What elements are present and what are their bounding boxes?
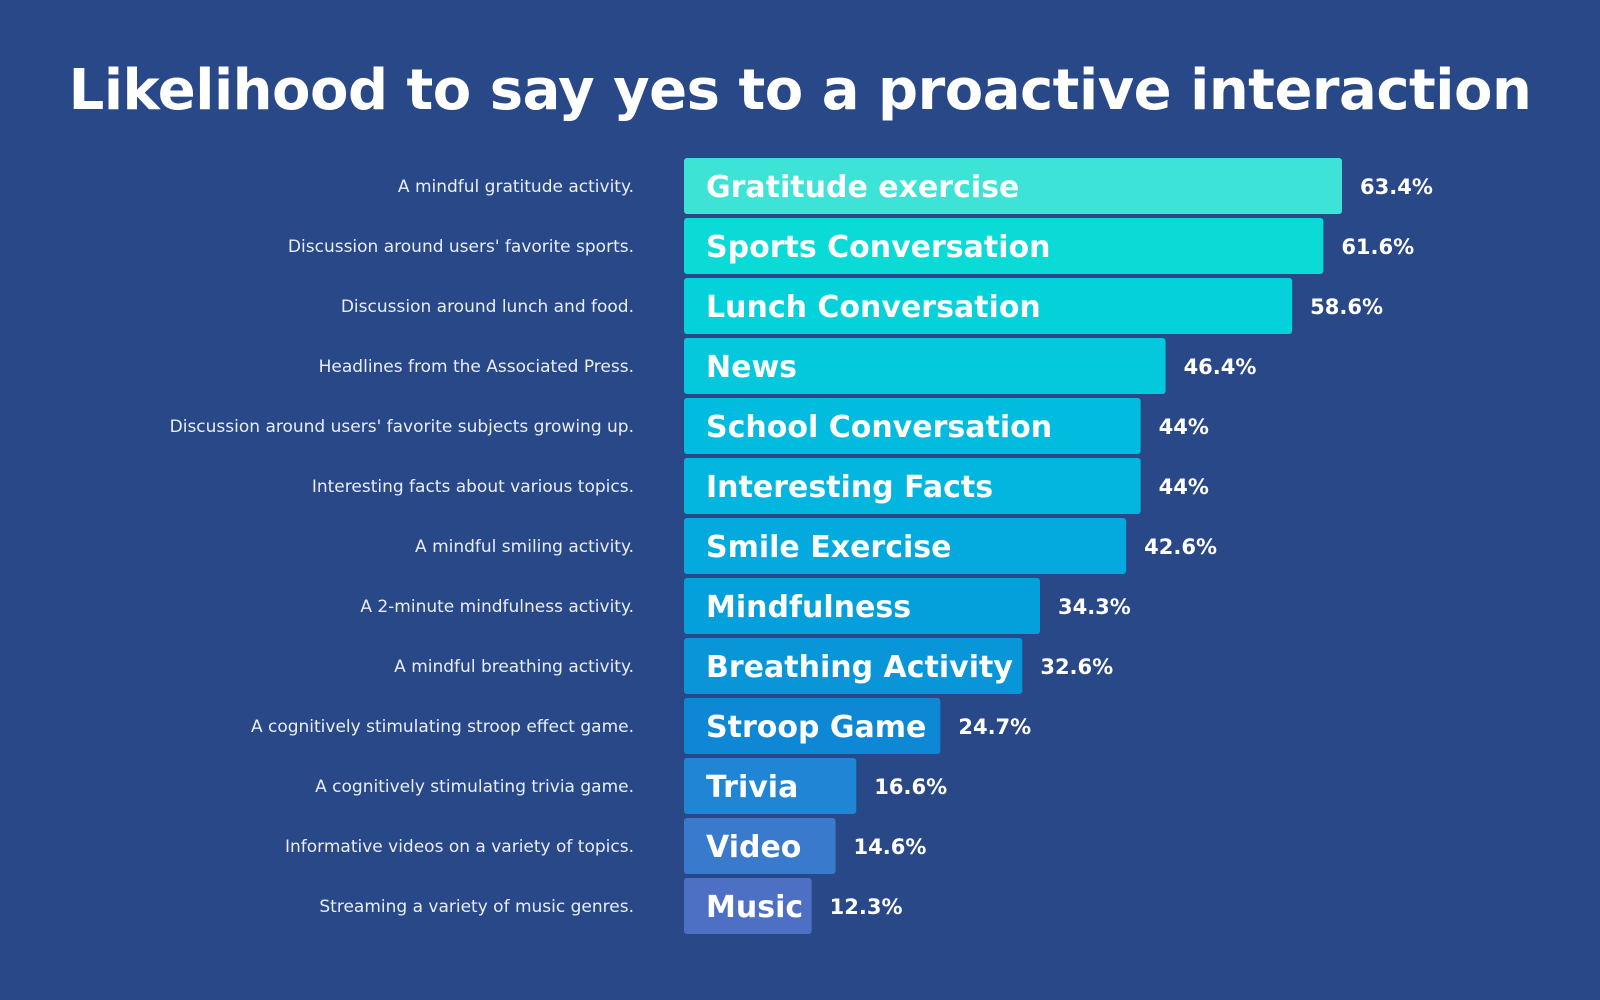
bar: [684, 698, 941, 754]
bar: [684, 818, 836, 874]
bar: [684, 758, 857, 814]
bar-value-label: 58.6%: [1310, 295, 1383, 319]
bar: [684, 638, 1023, 694]
category-description: Discussion around users' favorite subjec…: [170, 417, 634, 437]
chart-title: Likelihood to say yes to a proactive int…: [68, 58, 1532, 123]
bar: [684, 218, 1324, 274]
category-description: A mindful smiling activity.: [415, 537, 634, 557]
bar-value-label: 42.6%: [1144, 535, 1217, 559]
bar-category-label: Lunch Conversation: [706, 290, 1041, 325]
category-description: A mindful gratitude activity.: [398, 177, 634, 197]
category-description: Discussion around users' favorite sports…: [288, 237, 634, 257]
bar-category-label: Gratitude exercise: [706, 170, 1019, 205]
bar-category-label: Interesting Facts: [706, 470, 993, 505]
category-description: A 2-minute mindfulness activity.: [360, 597, 634, 617]
bar-value-label: 16.6%: [874, 775, 947, 799]
bar: [684, 338, 1166, 394]
category-description: Discussion around lunch and food.: [341, 297, 634, 317]
category-description: Interesting facts about various topics.: [312, 477, 634, 497]
bar-category-label: News: [706, 350, 797, 385]
bar-category-label: Stroop Game: [706, 710, 926, 745]
bar-value-label: 44%: [1159, 415, 1209, 439]
bar: [684, 878, 812, 934]
category-description: Headlines from the Associated Press.: [319, 357, 634, 377]
bar: [684, 458, 1141, 514]
bar: [684, 278, 1293, 334]
bar: [684, 158, 1342, 214]
category-description: A mindful breathing activity.: [394, 657, 634, 677]
category-description: A cognitively stimulating stroop effect …: [251, 717, 634, 737]
bar-category-label: Video: [706, 830, 801, 865]
bar-category-label: Mindfulness: [706, 590, 911, 625]
bar-value-label: 34.3%: [1058, 595, 1131, 619]
bar-category-label: School Conversation: [706, 410, 1052, 445]
bar-value-label: 63.4%: [1360, 175, 1433, 199]
bar-value-label: 46.4%: [1184, 355, 1257, 379]
category-description: Streaming a variety of music genres.: [319, 897, 634, 917]
bar-value-label: 32.6%: [1040, 655, 1113, 679]
bar-category-label: Music: [706, 890, 803, 925]
category-description: A cognitively stimulating trivia game.: [315, 777, 634, 797]
bar-category-label: Trivia: [706, 770, 798, 805]
bar: [684, 398, 1141, 454]
bar-value-label: 12.3%: [830, 895, 903, 919]
category-description: Informative videos on a variety of topic…: [285, 837, 634, 857]
bar-category-label: Sports Conversation: [706, 230, 1051, 265]
bar-value-label: 24.7%: [958, 715, 1031, 739]
bar: [684, 578, 1040, 634]
bar-value-label: 44%: [1159, 475, 1209, 499]
bar-value-label: 14.6%: [854, 835, 927, 859]
bar: [684, 518, 1127, 574]
bar-value-label: 61.6%: [1341, 235, 1414, 259]
bar-category-label: Smile Exercise: [706, 530, 951, 565]
bar-category-label: Breathing Activity: [706, 650, 1013, 685]
